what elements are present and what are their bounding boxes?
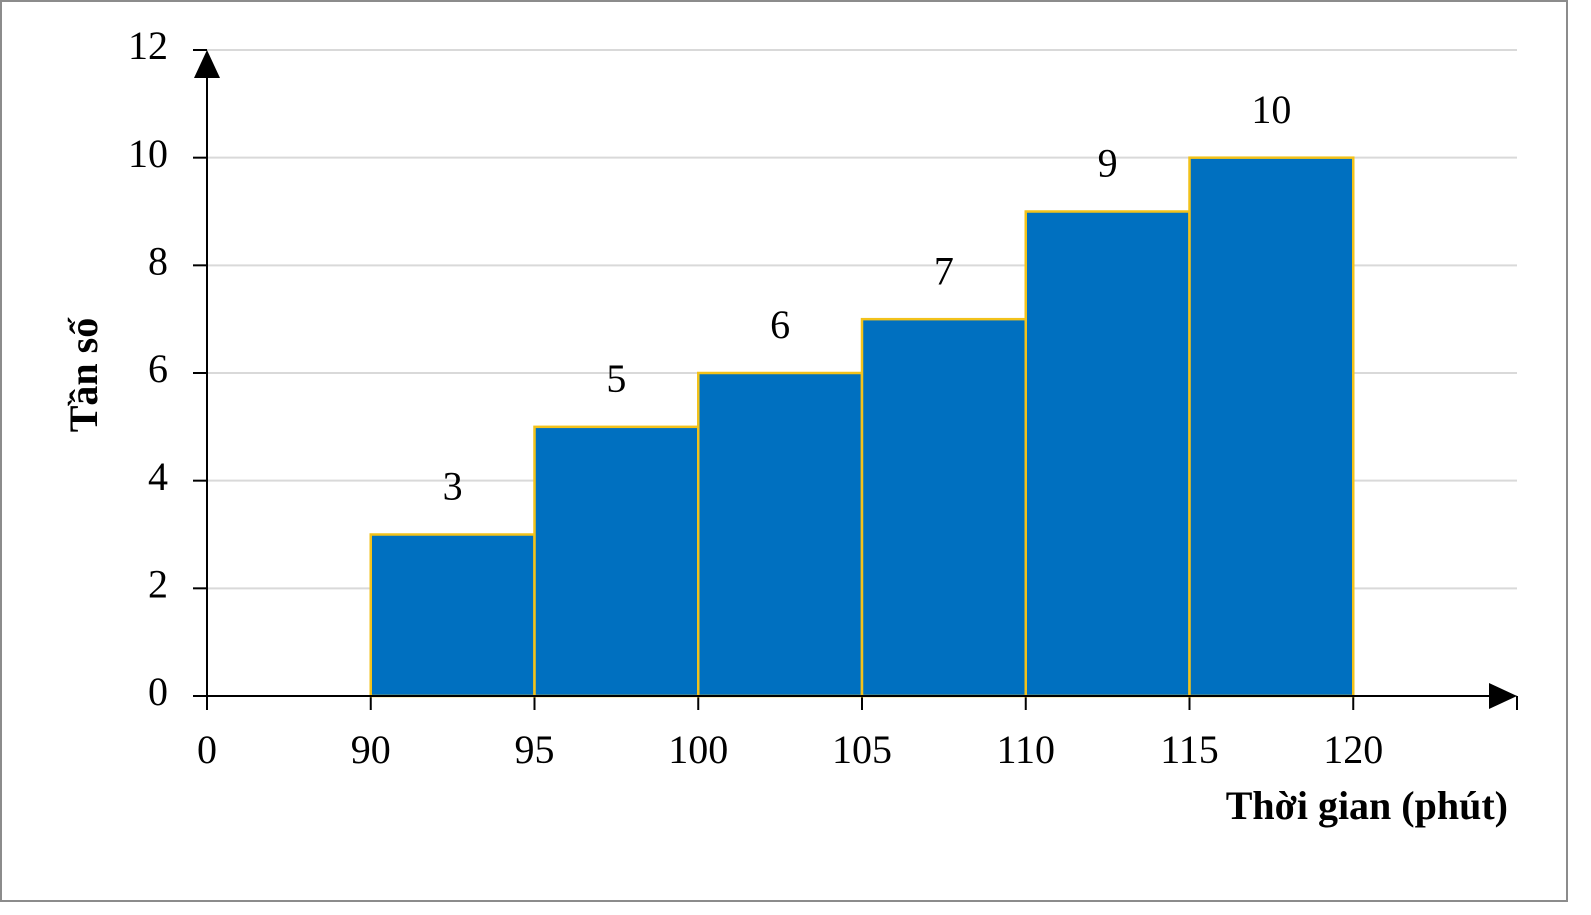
bar xyxy=(1188,156,1355,698)
y-tick-label: 10 xyxy=(128,131,168,176)
bar xyxy=(860,317,1027,698)
bar xyxy=(369,533,536,698)
y-axis-label: Tần số xyxy=(61,317,106,432)
x-axis-arrow xyxy=(1489,683,1517,709)
x-tick-label: 95 xyxy=(515,727,555,772)
data-label: 5 xyxy=(606,356,626,401)
x-axis-label: Thời gian (phút) xyxy=(1226,783,1508,828)
y-tick-label: 4 xyxy=(148,454,168,499)
data-label: 9 xyxy=(1098,141,1118,186)
x-tick-label: 105 xyxy=(832,727,892,772)
x-tick-label: 110 xyxy=(996,727,1055,772)
bar xyxy=(1024,210,1191,698)
y-tick-label: 12 xyxy=(128,23,168,68)
y-tick-label: 0 xyxy=(148,669,168,714)
bar xyxy=(697,371,864,698)
y-tick-label: 6 xyxy=(148,346,168,391)
y-tick-label: 2 xyxy=(148,562,168,607)
x-tick-label: 100 xyxy=(668,727,728,772)
x-tick-label: 90 xyxy=(351,727,391,772)
bar xyxy=(533,425,700,698)
x-tick-label: 0 xyxy=(197,727,217,772)
y-tick-label: 8 xyxy=(148,239,168,284)
data-label: 7 xyxy=(934,248,954,293)
x-tick-label: 120 xyxy=(1323,727,1383,772)
data-label: 10 xyxy=(1251,87,1291,132)
data-label: 3 xyxy=(443,464,463,509)
x-tick-label: 115 xyxy=(1160,727,1219,772)
data-label: 6 xyxy=(770,302,790,347)
y-axis-arrow xyxy=(194,50,220,78)
